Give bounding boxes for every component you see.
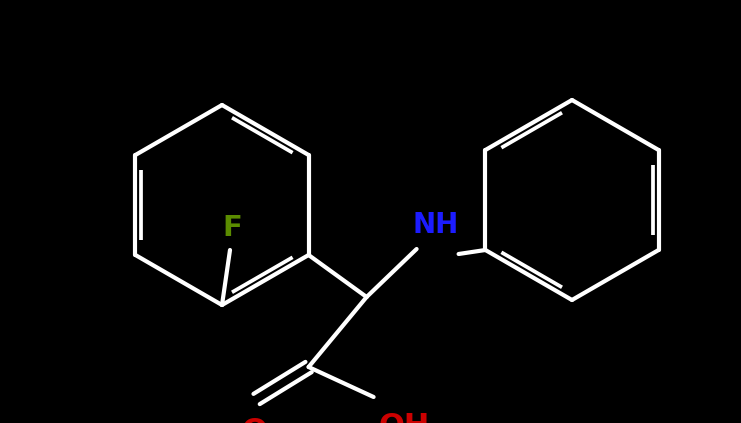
Text: NH: NH bbox=[413, 211, 459, 239]
Text: F: F bbox=[222, 214, 242, 242]
Text: O: O bbox=[242, 417, 268, 423]
Text: OH: OH bbox=[379, 412, 430, 423]
